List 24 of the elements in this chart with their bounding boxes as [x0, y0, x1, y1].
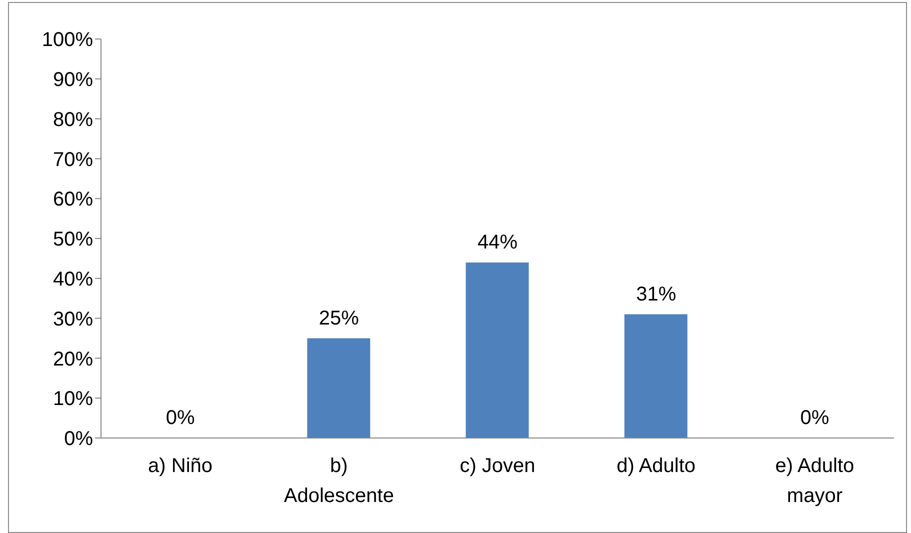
y-tick-label: 0% — [64, 428, 94, 450]
data-label: 0% — [800, 407, 830, 429]
y-tick-label: 40% — [52, 268, 94, 290]
y-tick-label: 30% — [52, 308, 94, 330]
x-tick-label: c) Joven — [460, 455, 536, 477]
bar — [624, 314, 688, 438]
y-tick-label: 90% — [52, 69, 94, 91]
y-tick-label: 80% — [52, 108, 94, 131]
x-tick-label: e) Adulto mayor — [775, 455, 854, 507]
y-tick-label: 50% — [52, 228, 94, 251]
bar — [466, 262, 529, 438]
data-label: 25% — [318, 307, 360, 330]
data-label: 0% — [166, 407, 195, 429]
x-tick-label: b) Adolescente — [284, 455, 394, 507]
x-tick-label: a) Niño — [148, 455, 213, 477]
y-tick-label: 10% — [52, 388, 94, 410]
data-label: 44% — [477, 231, 518, 254]
y-tick-label: 20% — [52, 348, 94, 370]
x-tick-label: d) Adulto — [616, 455, 696, 477]
y-tick-label: 100% — [42, 29, 94, 52]
y-tick-label: 60% — [52, 188, 94, 211]
y-tick-label: 70% — [52, 148, 94, 171]
bar — [307, 338, 370, 438]
data-label: 31% — [636, 283, 676, 306]
